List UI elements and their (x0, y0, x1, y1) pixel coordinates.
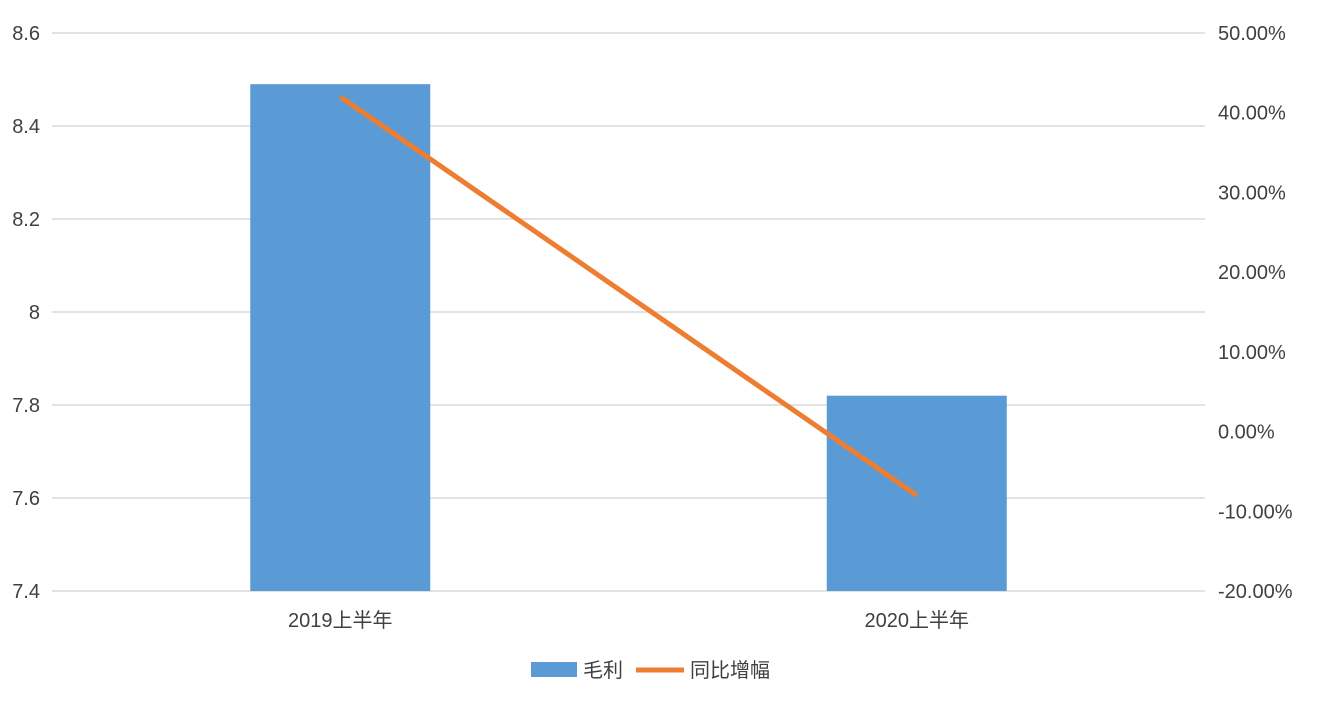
y-right-tick-label: 30.00% (1218, 182, 1286, 204)
legend-swatch-bar (531, 662, 577, 677)
x-tick-label: 2020上半年 (865, 609, 970, 632)
y-left-tick-label: 7.4 (12, 581, 40, 603)
legend-label-bar: 毛利 (583, 659, 623, 682)
y-left-tick-label: 7.8 (12, 395, 40, 417)
legend-label-line: 同比增幅 (690, 659, 770, 682)
y-left-tick-label: 8.2 (12, 209, 40, 231)
y-left-tick-label: 8 (29, 302, 40, 324)
y-right-tick-label: 50.00% (1218, 23, 1286, 45)
y-right-tick-label: 20.00% (1218, 262, 1286, 284)
x-tick-label: 2019上半年 (288, 609, 393, 632)
y-right-tick-label: 0.00% (1218, 422, 1275, 444)
y-right-tick-label: -10.00% (1218, 501, 1293, 523)
y-right-tick-label: 10.00% (1218, 342, 1286, 364)
bar (250, 84, 431, 592)
y-left-tick-label: 7.6 (12, 488, 40, 510)
line-series (338, 94, 919, 498)
y-left-tick-label: 8.6 (12, 23, 40, 45)
y-right-tick-label: 40.00% (1218, 103, 1286, 125)
y-right-tick-label: -20.00% (1218, 581, 1293, 603)
y-left-tick-label: 8.4 (12, 116, 40, 138)
